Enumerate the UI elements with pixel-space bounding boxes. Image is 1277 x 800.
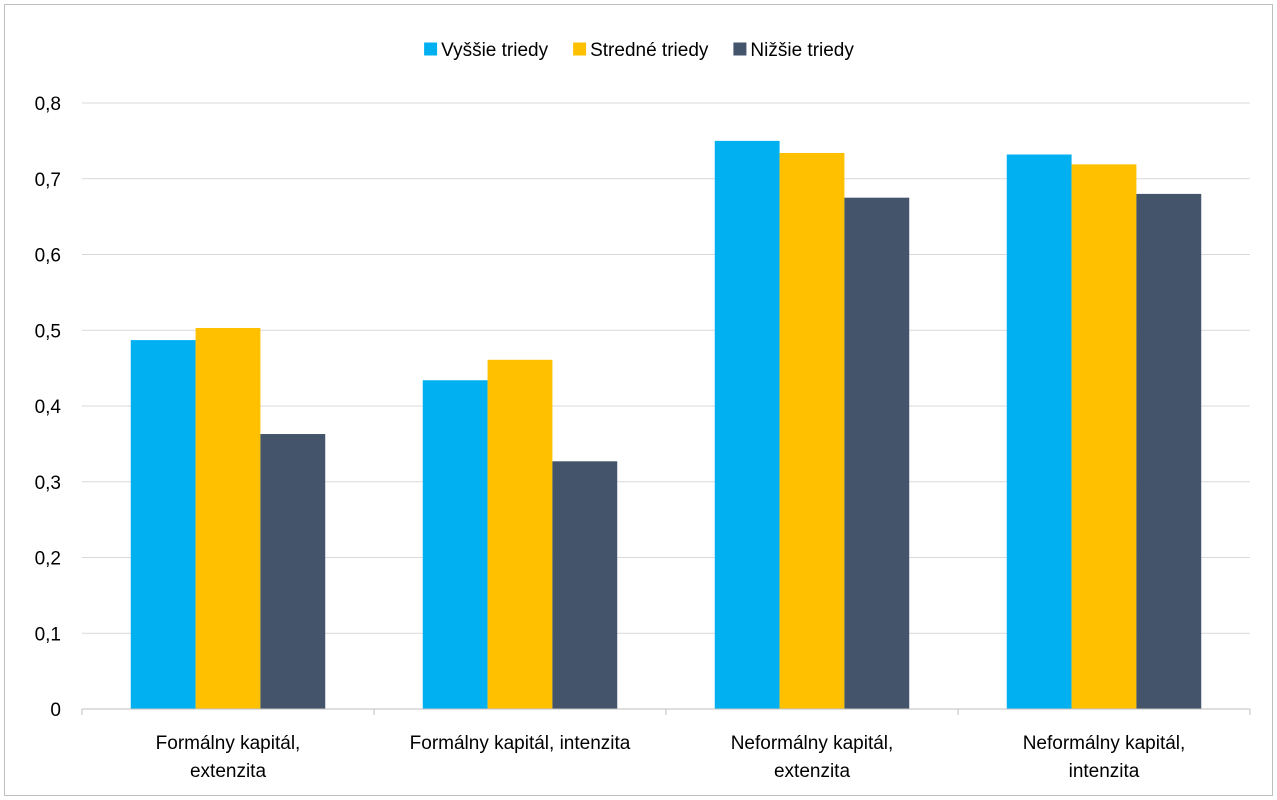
y-tick-label: 0,8 bbox=[35, 94, 61, 115]
y-tick-label: 0,6 bbox=[35, 246, 61, 267]
bar bbox=[1136, 193, 1202, 709]
x-category-label: intenzita bbox=[1069, 761, 1140, 782]
bar-chart: 0 0,1 0,2 0,3 0,4 0,5 0,6 0,7 0,8 Formálny kapitá… bbox=[35, 40, 1251, 782]
bar bbox=[130, 340, 196, 709]
x-category-label: extenzita bbox=[190, 761, 266, 782]
bars bbox=[130, 140, 1202, 710]
y-tick-label: 0,4 bbox=[35, 397, 62, 418]
chart-frame: 0 0,1 0,2 0,3 0,4 0,5 0,6 0,7 0,8 Formálny kapitá… bbox=[4, 4, 1273, 796]
y-tick-label: 0,3 bbox=[35, 473, 61, 494]
bar bbox=[714, 140, 780, 709]
legend-label: Stredné triedy bbox=[590, 40, 709, 61]
legend-label: Nižšie triedy bbox=[750, 40, 854, 61]
legend-swatch bbox=[424, 42, 438, 56]
y-tick-label: 0,2 bbox=[35, 549, 61, 570]
legend: Vyššie triedy Stredné triedy Nižšie triedy bbox=[424, 40, 854, 61]
axes: 0 0,1 0,2 0,3 0,4 0,5 0,6 0,7 0,8 Formálny kapitá… bbox=[35, 94, 1251, 782]
legend-swatch bbox=[573, 42, 587, 56]
bar bbox=[1006, 154, 1072, 709]
y-tick-label: 0 bbox=[50, 700, 61, 721]
x-category-label: extenzita bbox=[774, 761, 850, 782]
y-tick-label: 0,7 bbox=[35, 170, 61, 191]
bar bbox=[487, 359, 553, 709]
x-category-label: Neformálny kapitál, bbox=[731, 733, 894, 754]
y-tick-label: 0,1 bbox=[35, 624, 61, 645]
x-category-label: Formálny kapitál, intenzita bbox=[410, 733, 631, 754]
bar bbox=[1071, 164, 1137, 710]
bar bbox=[422, 380, 488, 709]
x-category-label: Neformálny kapitál, bbox=[1023, 733, 1186, 754]
bar bbox=[260, 434, 326, 709]
legend-label: Vyššie triedy bbox=[441, 40, 548, 61]
y-tick-label: 0,5 bbox=[35, 321, 61, 342]
bar bbox=[779, 152, 845, 709]
bar bbox=[195, 327, 261, 709]
bar bbox=[844, 197, 910, 709]
legend-swatch bbox=[733, 42, 747, 56]
bar bbox=[552, 461, 618, 709]
x-category-label: Formálny kapitál, bbox=[156, 733, 301, 754]
